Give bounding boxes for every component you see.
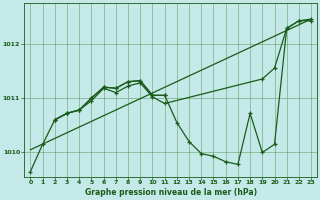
X-axis label: Graphe pression niveau de la mer (hPa): Graphe pression niveau de la mer (hPa) — [85, 188, 257, 197]
